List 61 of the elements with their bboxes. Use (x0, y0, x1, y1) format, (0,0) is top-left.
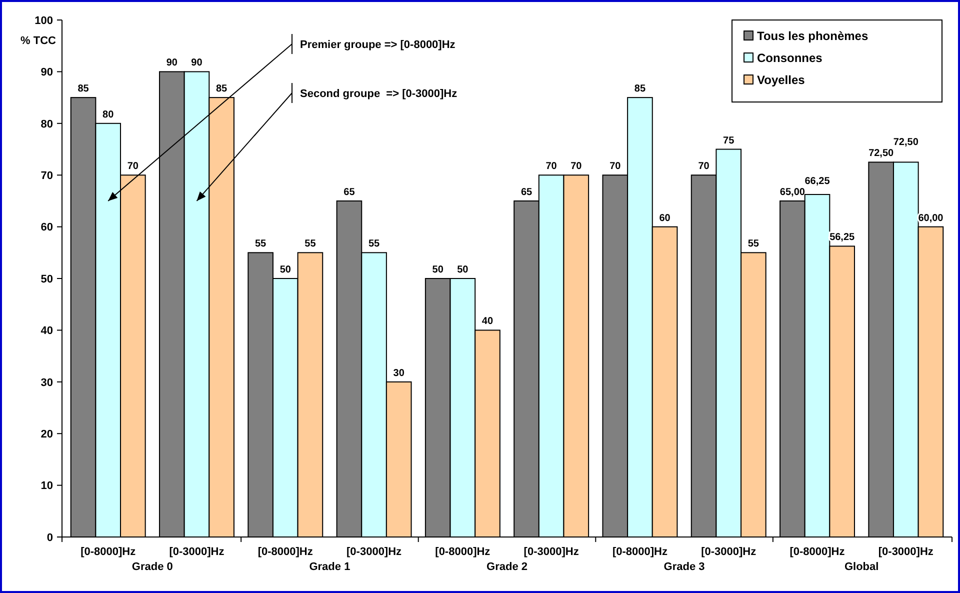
legend-label: Tous les phonèmes (757, 29, 868, 43)
y-tick-label: 100 (34, 14, 53, 27)
y-tick-label: 30 (40, 376, 53, 389)
data-label: 90 (191, 58, 203, 69)
data-label: 90 (166, 58, 178, 69)
annotation: Premier groupe => [0-8000]Hz (300, 39, 456, 51)
data-label: 65 (520, 186, 532, 198)
y-tick-label: 10 (40, 480, 53, 492)
x-tick-label: [0-8000]Hz (612, 546, 668, 558)
data-label: 65,00 (780, 186, 806, 198)
data-label: 70 (570, 161, 582, 172)
data-label: 70 (610, 161, 622, 172)
data-label: 70 (698, 161, 710, 172)
y-axis-title: % TCC (20, 35, 56, 47)
text: Global (844, 561, 879, 573)
data-label: 70 (546, 161, 558, 172)
x-tick-label: [0-3000]Hz (878, 546, 934, 558)
y-tick-label: 80 (40, 118, 53, 130)
data-label: 50 (457, 264, 469, 276)
data-label: 66,25 (804, 176, 830, 187)
annotation: Second groupe => [0-3000]Hz (300, 88, 458, 100)
y-tick-label: 0 (46, 532, 53, 544)
y-tick-label: 50 (40, 273, 53, 286)
data-label: 65 (344, 186, 356, 198)
data-label: 55 (748, 238, 760, 250)
data-label: 55 (255, 238, 267, 250)
data-label: 72,50 (868, 148, 894, 160)
text: Grade 2 (486, 561, 528, 573)
data-label: 55 (304, 238, 316, 250)
legend-label: Consonnes (757, 51, 823, 65)
y-tick-label: 70 (40, 170, 53, 182)
text: Grade 3 (664, 561, 705, 573)
data-label: 56,25 (830, 232, 856, 244)
x-tick-label: [0-8000]Hz (258, 546, 314, 558)
data-label: 80 (102, 109, 114, 120)
data-label: 85 (78, 84, 90, 95)
x-tick-label: [0-3000]Hz (701, 546, 757, 558)
data-label: 72,50 (893, 137, 919, 148)
data-label: 50 (280, 264, 292, 276)
x-tick-label: [0-8000]Hz (435, 546, 491, 558)
y-tick-label: 20 (40, 428, 53, 440)
y-tick-label: 60 (40, 222, 53, 234)
x-tick-label: [0-3000]Hz (346, 546, 402, 558)
data-label: 30 (393, 368, 405, 379)
x-tick-label: [0-8000]Hz (80, 546, 136, 558)
y-tick-label: 90 (40, 66, 53, 79)
data-label: 40 (482, 316, 494, 328)
data-label: 70 (127, 161, 139, 172)
data-label: 60 (659, 212, 671, 224)
text: Grade 0 (132, 561, 173, 573)
x-tick-label: [0-3000]Hz (169, 546, 225, 558)
legend-label: Voyelles (757, 73, 806, 87)
data-label: 85 (216, 84, 228, 95)
data-label: 85 (634, 84, 646, 95)
data-label: 55 (368, 238, 380, 250)
text: Grade 1 (309, 561, 350, 573)
data-label: 50 (432, 264, 444, 276)
x-tick-label: [0-3000]Hz (524, 546, 580, 558)
x-tick-label: [0-8000]Hz (790, 546, 846, 558)
data-label: 75 (723, 135, 735, 146)
y-tick-label: 40 (40, 325, 53, 338)
